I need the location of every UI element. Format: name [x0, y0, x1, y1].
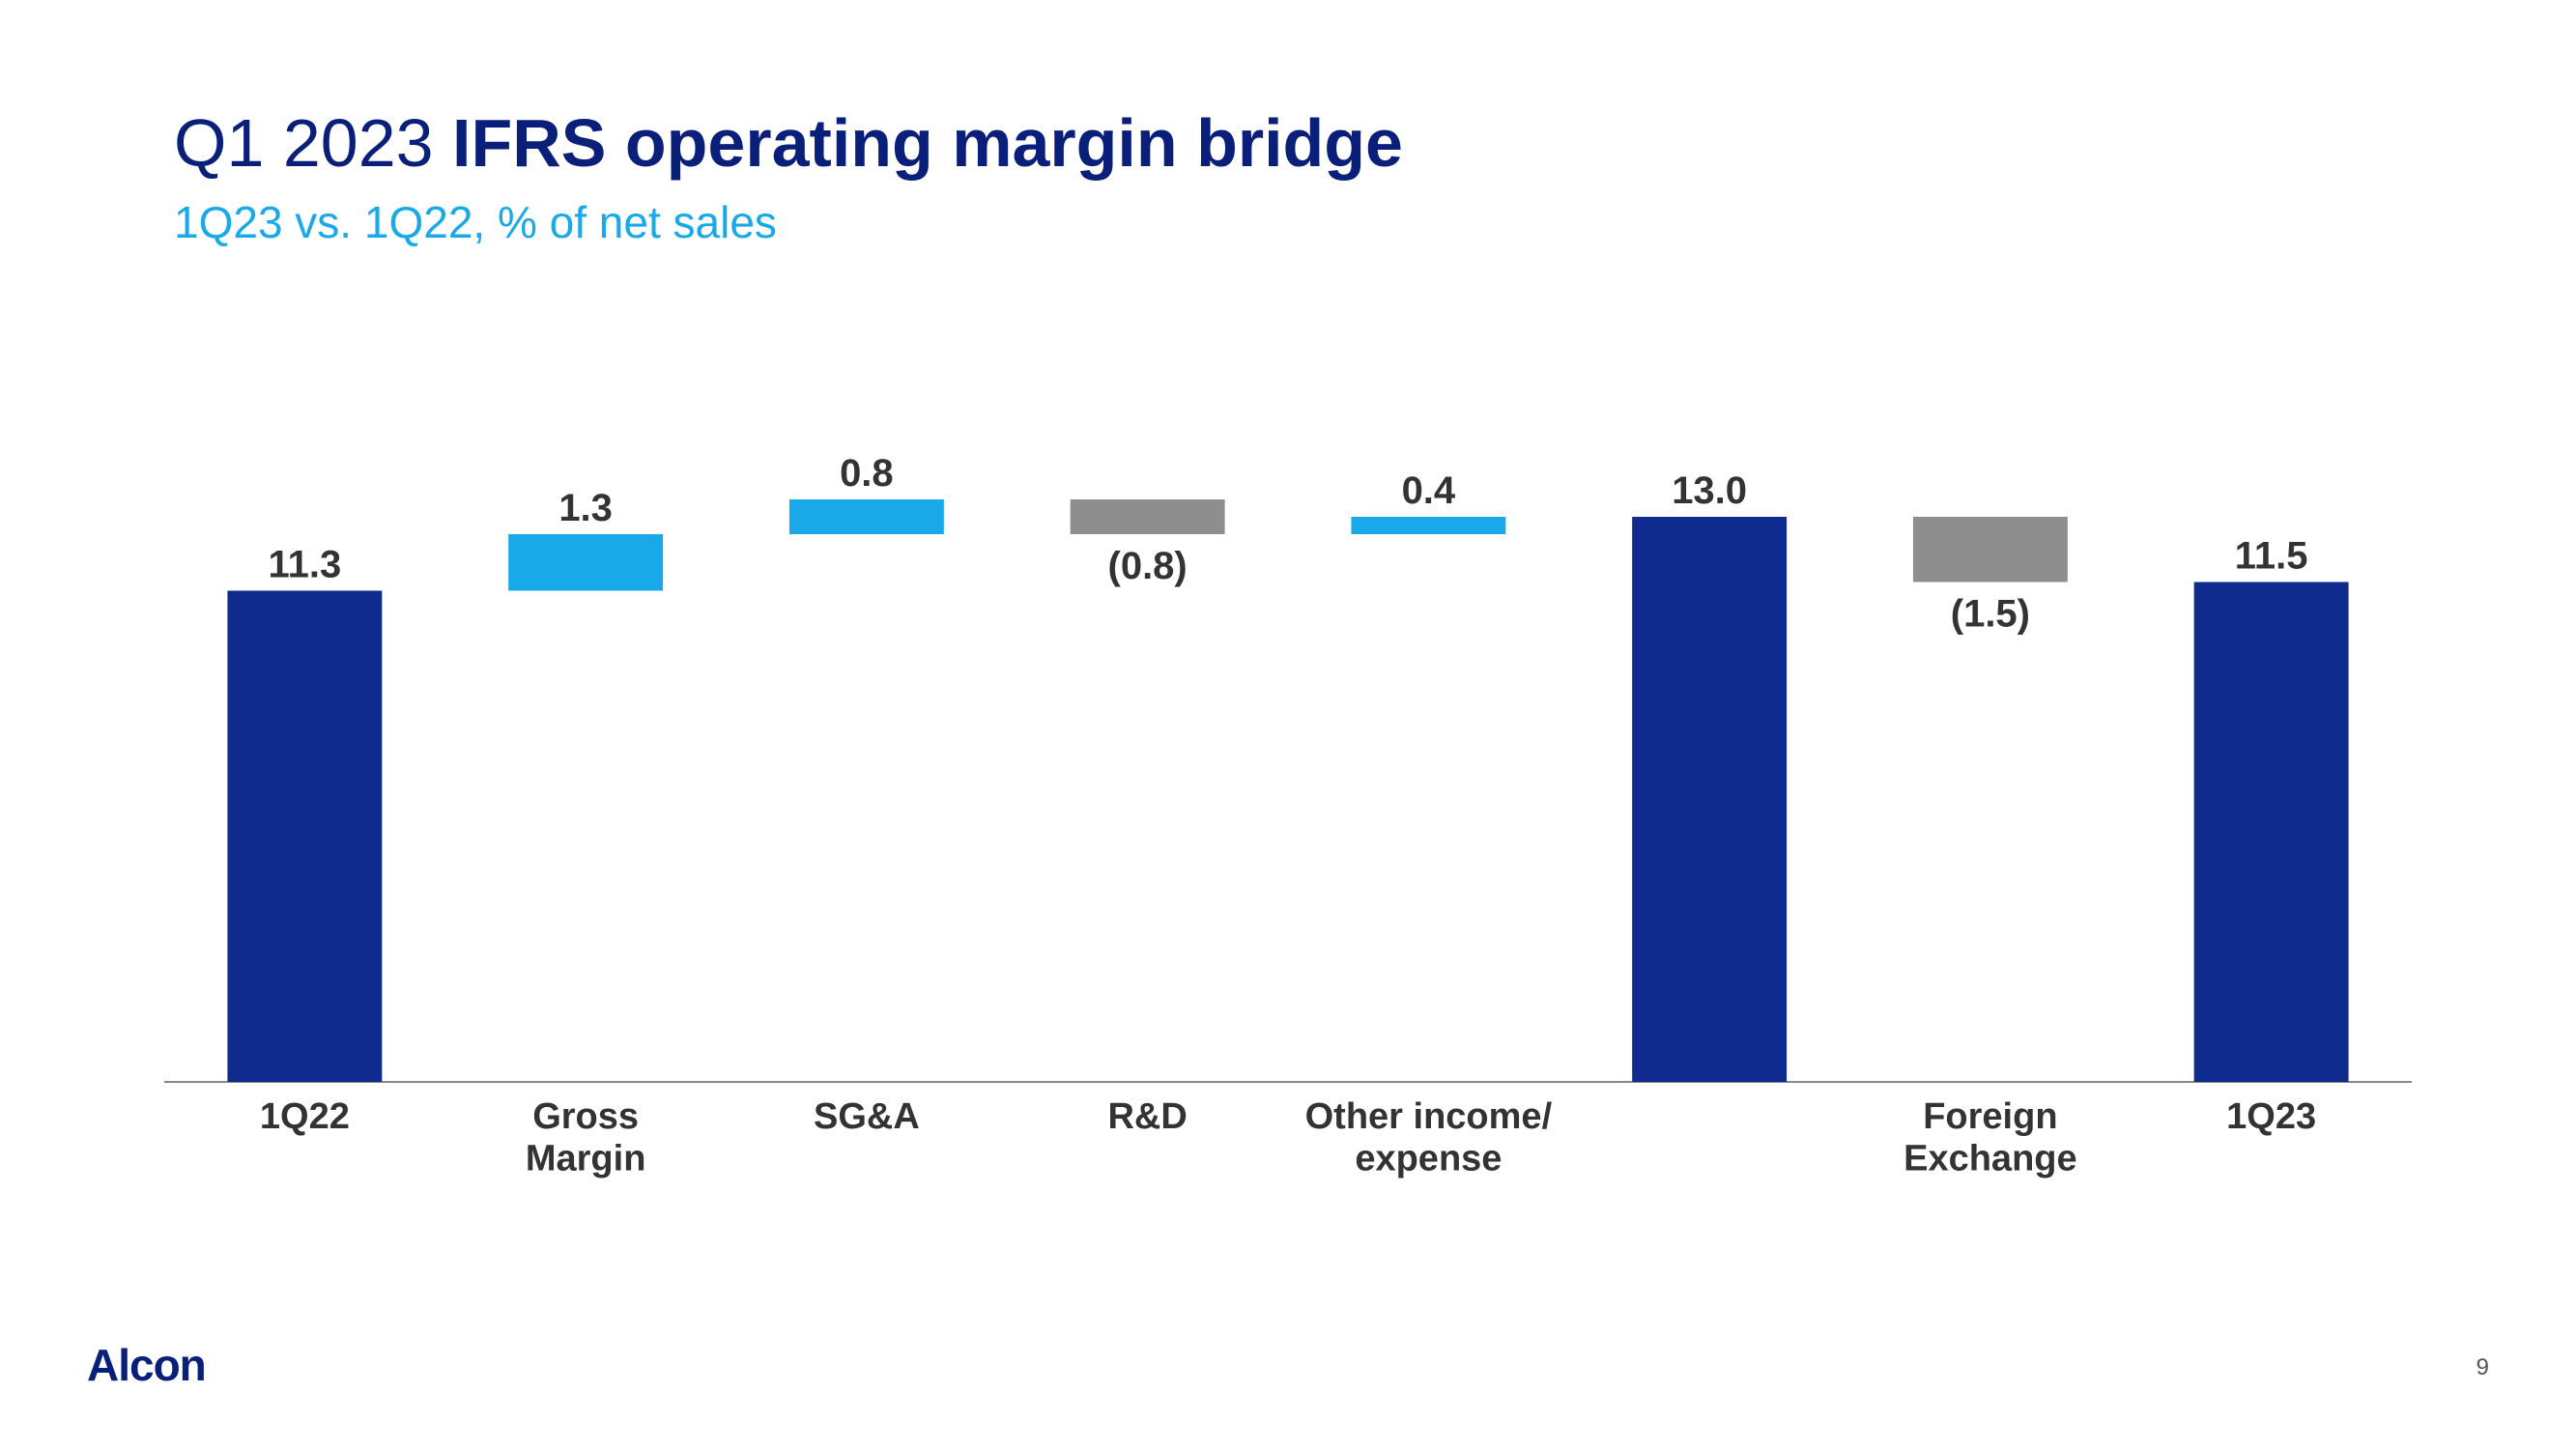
page-number: 9 [2476, 1354, 2489, 1381]
bar-gross-margin [508, 534, 663, 591]
slide-root: Q1 2023 IFRS operating margin bridge 1Q2… [0, 0, 2576, 1449]
bar-value-label: 13.0 [1672, 469, 1747, 512]
bar-r-d [1071, 499, 1225, 534]
category-label: SG&A [814, 1096, 920, 1137]
chart-svg: 11.3 1Q22 1.3 GrossMargin 0.8 SG&A (0.8) R&D 0.4… [164, 367, 2412, 1208]
title-bold: IFRS operating margin bridge [452, 105, 1403, 181]
bar-value-label: 0.8 [840, 452, 894, 495]
bar-value-label: (1.5) [1951, 593, 2030, 636]
bar-value-label: 11.5 [2235, 535, 2308, 578]
slide-subtitle: 1Q23 vs. 1Q22, % of net sales [174, 196, 2402, 248]
category-label: R&D [1107, 1096, 1187, 1137]
bar-value-label: 11.3 [269, 544, 342, 586]
bar-value-label: 1.3 [558, 487, 613, 529]
bar-1q22 [227, 591, 382, 1083]
bar-subtotal [1632, 517, 1787, 1082]
category-label: ForeignExchange [1903, 1096, 2077, 1179]
bar-value-label: (0.8) [1108, 545, 1188, 587]
bar-sg-a [789, 499, 944, 534]
category-label: 1Q23 [2226, 1096, 2316, 1137]
title-prefix: Q1 2023 [174, 105, 452, 181]
logo-text: Alcon [87, 1339, 206, 1391]
bar-value-label: 0.4 [1402, 469, 1456, 512]
slide-title: Q1 2023 IFRS operating margin bridge [174, 106, 2402, 181]
bar-other-income-expense [1351, 517, 1505, 534]
waterfall-chart: 11.3 1Q22 1.3 GrossMargin 0.8 SG&A (0.8) R&D 0.4… [164, 367, 2412, 1208]
bar-foreign-exchange [1913, 517, 2068, 582]
category-label: Other income/expense [1305, 1096, 1553, 1179]
bar-1q23 [2194, 582, 2349, 1083]
category-label: GrossMargin [526, 1096, 646, 1179]
category-label: 1Q22 [260, 1096, 350, 1137]
